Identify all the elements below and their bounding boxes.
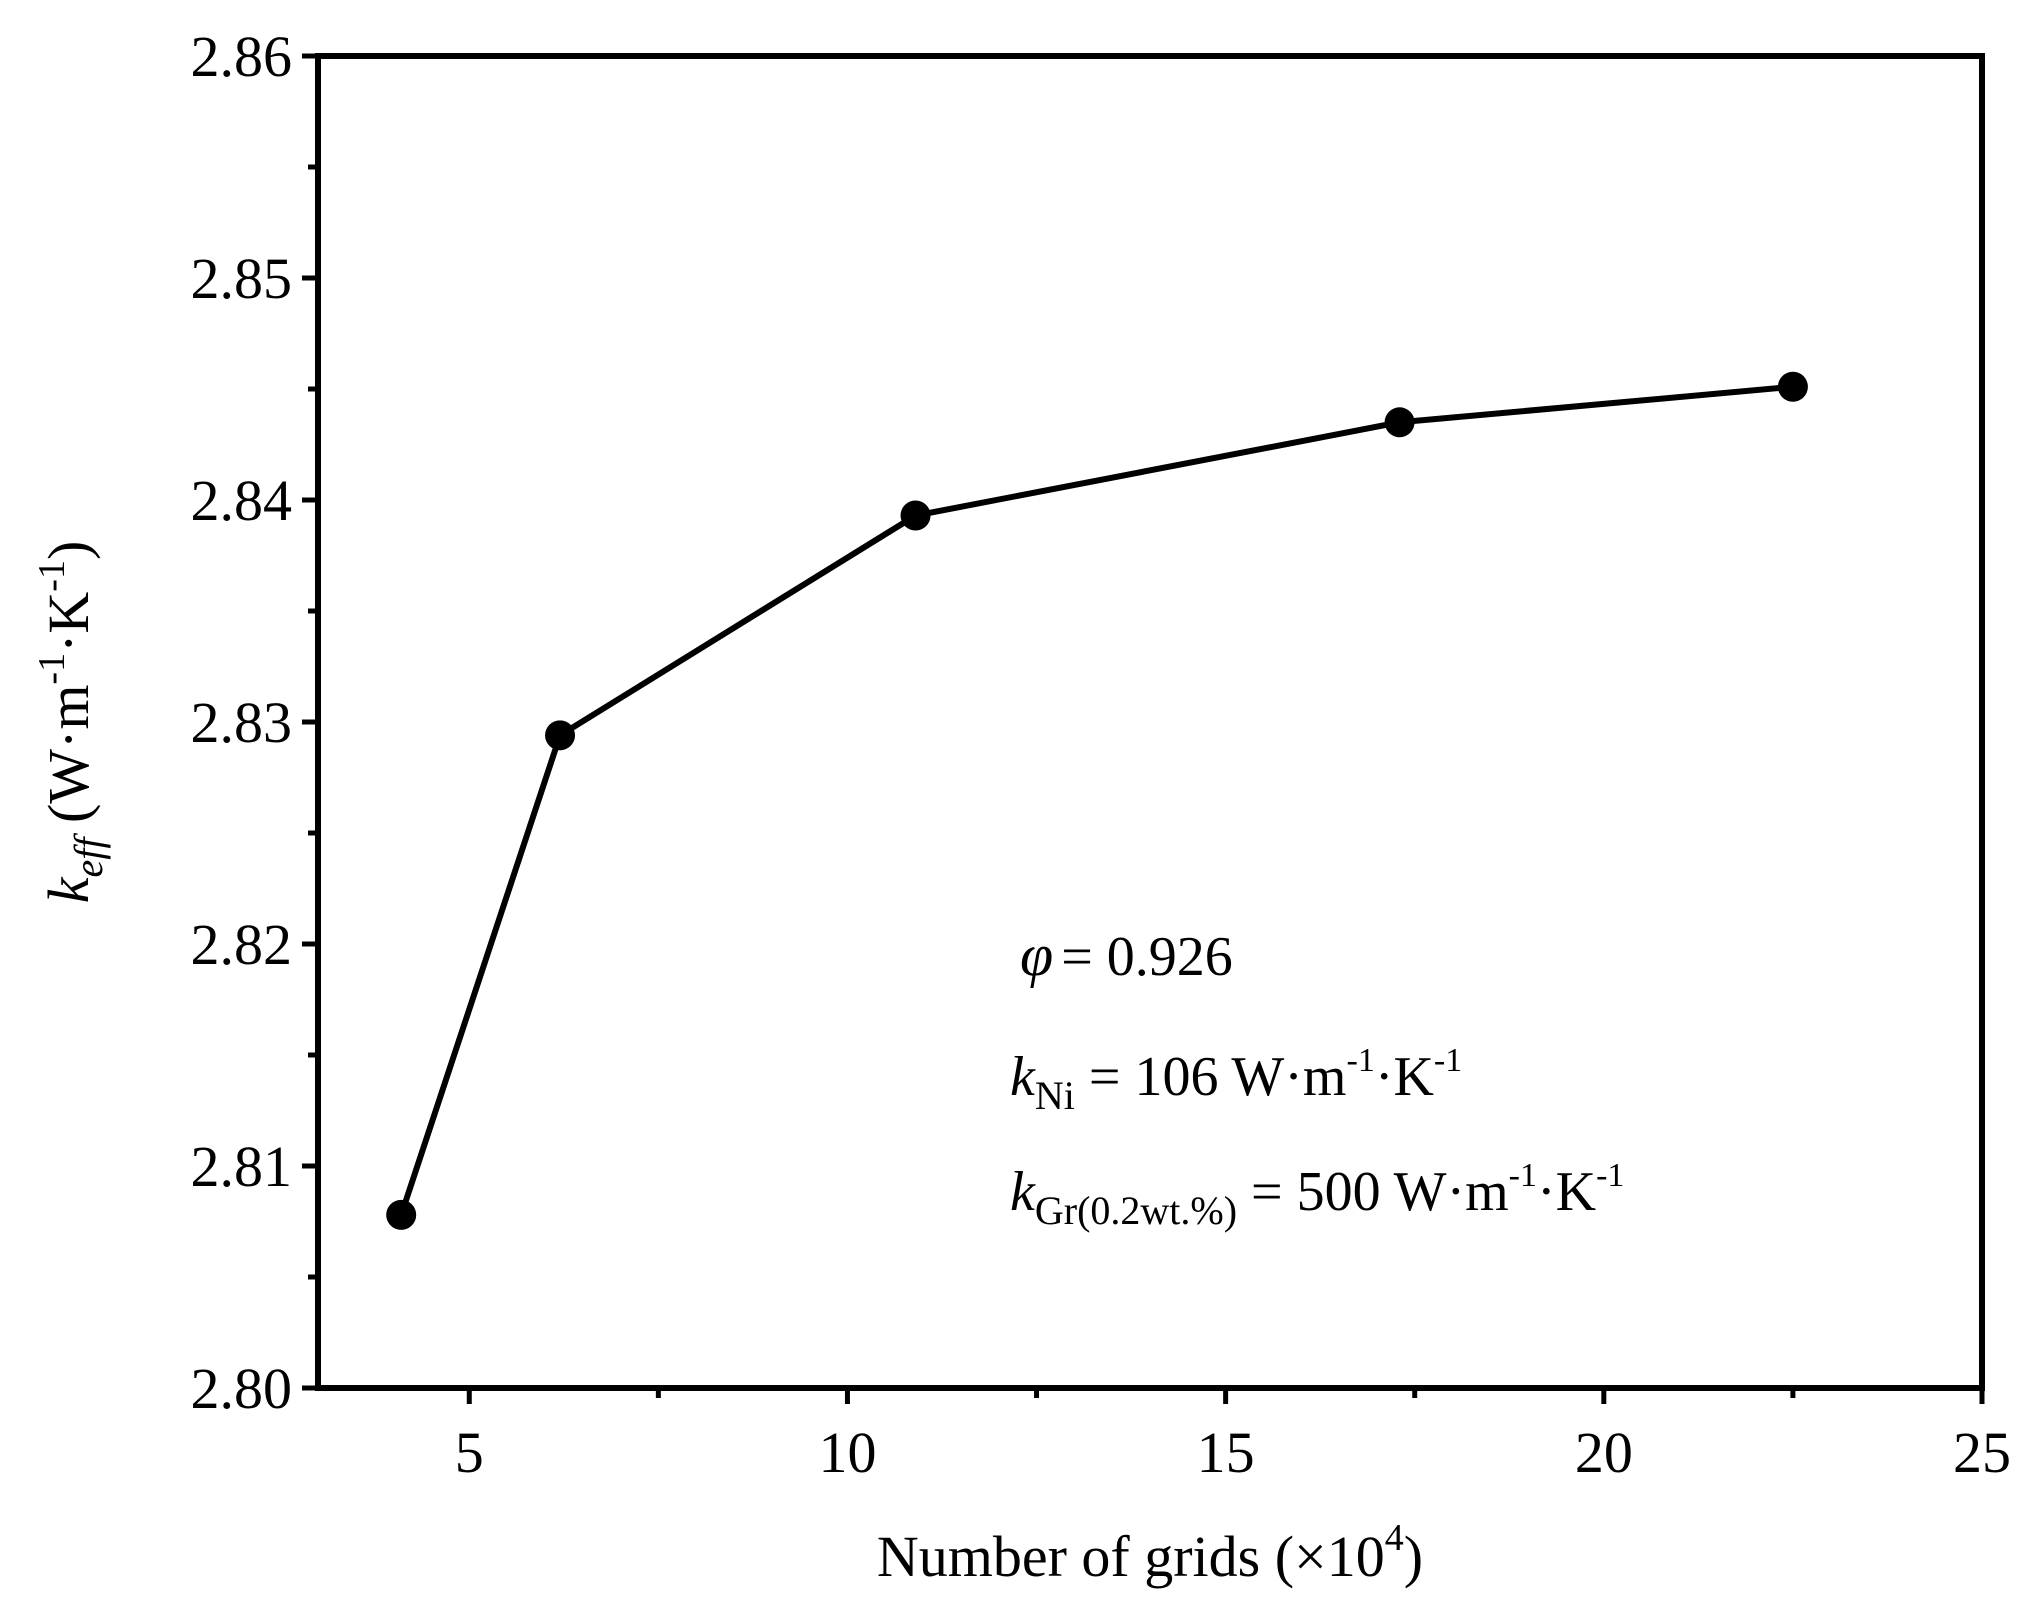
- y-axis-title: keff (W·m-1·K-1): [31, 541, 111, 904]
- data-point: [545, 720, 576, 751]
- axis-tick-labels: 5 10 15 20 25 2.80 2.81 2.82 2.83 2.84 2.85 2.86: [191, 24, 2012, 1485]
- x-tick-label: 5: [455, 1420, 484, 1485]
- y-tick-label: 2.82: [191, 912, 293, 977]
- annotation-k-ni: kNi = 106 W·m-1·K-1: [1010, 1042, 1462, 1118]
- data-point: [900, 500, 931, 531]
- data-point: [1777, 371, 1808, 402]
- data-series: [386, 371, 1808, 1230]
- x-tick-label: 15: [1197, 1420, 1255, 1485]
- y-tick-label: 2.83: [191, 690, 293, 755]
- data-point: [1384, 407, 1415, 438]
- data-point: [386, 1199, 417, 1230]
- x-tick-label: 20: [1575, 1420, 1633, 1485]
- annotation-k-gr: kGr(0.2wt.%) = 500 W·m-1·K-1: [1010, 1157, 1624, 1233]
- y-tick-label: 2.81: [191, 1134, 293, 1199]
- x-axis-title: Number of grids (×104): [877, 1517, 1423, 1589]
- annotation-porosity: φ = 0.926: [1020, 922, 1233, 988]
- x-tick-label: 25: [1953, 1420, 2011, 1485]
- y-tick-label: 2.86: [191, 24, 293, 89]
- axis-ticks: [302, 53, 1985, 1404]
- y-tick-label: 2.80: [191, 1356, 293, 1421]
- y-tick-label: 2.85: [191, 246, 293, 311]
- x-tick-label: 10: [818, 1420, 876, 1485]
- y-tick-label: 2.84: [191, 468, 293, 533]
